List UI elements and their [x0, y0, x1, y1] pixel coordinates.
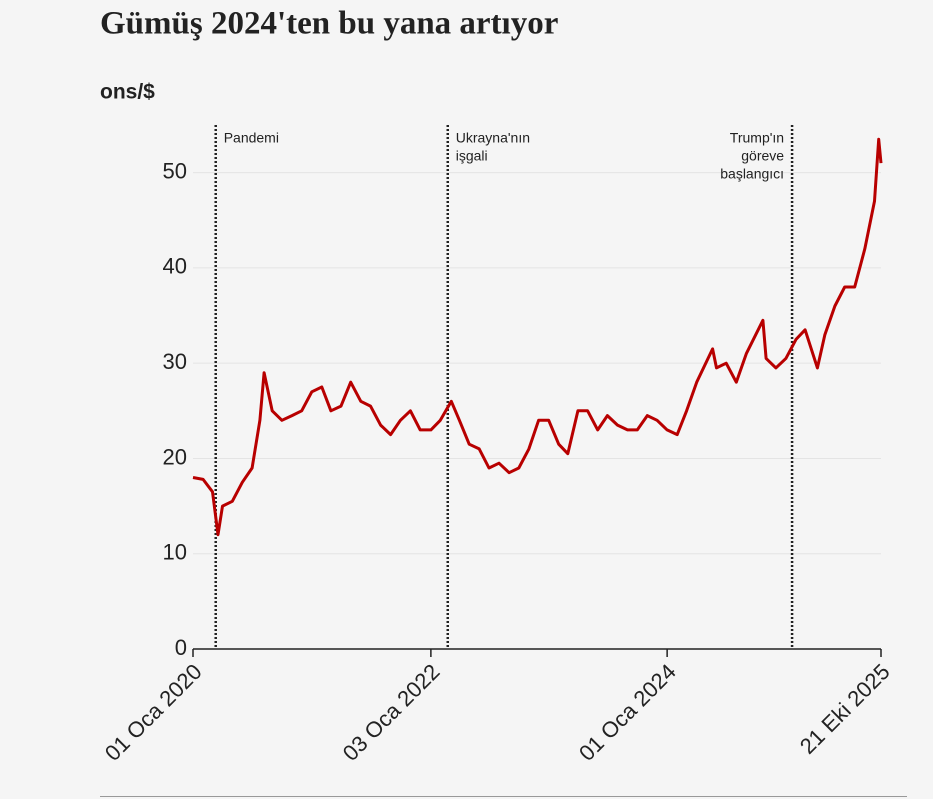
event-label: işgali [456, 148, 488, 164]
y-tick-label: 50 [163, 158, 187, 183]
event-label: Ukrayna'nın [456, 130, 530, 146]
y-tick-label: 10 [163, 540, 187, 565]
event-label: göreve [741, 148, 784, 164]
y-tick-label: 40 [163, 254, 187, 279]
y-tick-label: 0 [175, 635, 187, 660]
data-line [192, 137, 883, 537]
event-label: başlangıcı [720, 166, 784, 182]
y-tick-label: 20 [163, 444, 187, 469]
chart-title: Gümüş 2024'ten bu yana artıyor [100, 6, 558, 42]
x-tick-label: 21 Eki 2025 [795, 659, 895, 759]
y-axis-label: ons/$ [100, 81, 155, 104]
x-tick-label: 03 Oca 2022 [338, 659, 445, 766]
event-label: Pandemi [224, 130, 279, 146]
event-label: Trump'ın [730, 130, 784, 146]
x-tick-label: 01 Oca 2024 [574, 659, 681, 766]
x-tick-label: 01 Oca 2020 [100, 659, 207, 766]
y-tick-label: 30 [163, 349, 187, 374]
